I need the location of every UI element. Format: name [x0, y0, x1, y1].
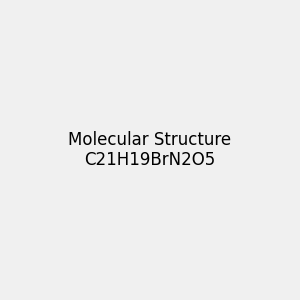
Text: Molecular Structure
C21H19BrN2O5: Molecular Structure C21H19BrN2O5 — [68, 130, 232, 170]
